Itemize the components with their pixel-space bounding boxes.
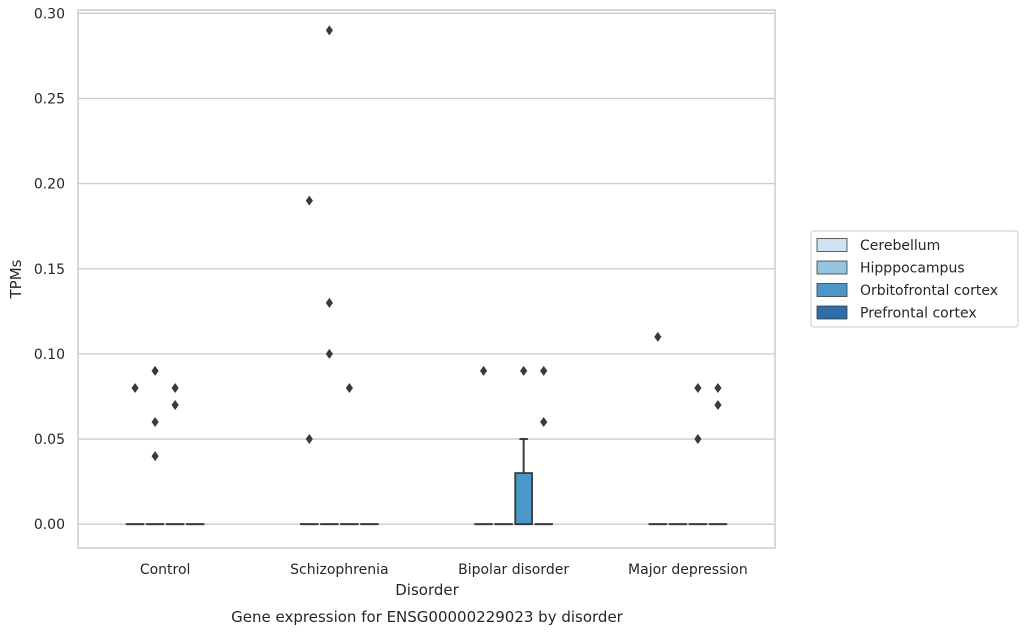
y-tick-label: 0.00 [34,517,65,533]
y-tick-label: 0.05 [34,432,65,448]
outlier-point [694,434,702,445]
outlier-point [151,417,159,428]
y-tick-label: 0.20 [34,177,65,193]
legend-label: Hipppocampus [860,261,965,277]
y-tick-label: 0.25 [34,92,65,108]
legend-frame [810,230,1019,328]
legend: Cerebellum Hipppocampus Orbitofrontal cort… [810,230,1019,328]
legend-swatch [816,305,848,320]
outlier-point [540,365,548,376]
outlier-point [305,434,313,445]
outlier-point [151,365,159,376]
outlier-point [714,399,722,410]
y-axis-ticks: 0.00 0.05 0.10 0.15 0.20 0.25 0.30 [34,6,65,533]
outlier-point [325,297,333,308]
legend-label: Cerebellum [860,238,940,254]
x-tick-label: Bipolar disorder [458,562,569,578]
x-axis-title: Disorder [395,581,459,599]
x-tick-label: Major depression [628,562,748,578]
outlier-point [714,382,722,393]
box-orbitofrontal-cortex [514,438,533,526]
y-tick-label: 0.15 [34,262,65,278]
legend-swatch [816,260,848,275]
outlier-point [131,382,139,393]
plot-frame [77,9,776,549]
legend-label: Prefrontal cortex [860,306,977,322]
outlier-point [171,382,179,393]
outlier-point [171,399,179,410]
chart-title: Gene expression for ENSG00000229023 by d… [231,608,624,626]
legend-swatch [816,283,848,297]
box-body [514,472,533,526]
y-tick-label: 0.10 [34,347,65,363]
outlier-point [325,348,333,359]
outlier-point [479,365,488,376]
outlier-point [151,451,159,462]
x-tick-label: Schizophrenia [290,562,388,578]
y-tick-label: 0.30 [34,6,65,22]
outlier-point [520,365,528,376]
outlier-point [345,382,353,393]
outlier-point [540,417,548,428]
outlier-point [305,195,313,206]
outlier-point [694,382,702,393]
outliers [131,25,722,462]
legend-label: Orbitofrontal cortex [860,283,998,299]
x-axis-ticks: Control Schizophrenia Bipolar disorder Majo… [140,562,748,578]
y-axis-title: TPMs [7,259,25,299]
x-tick-label: Control [140,562,191,578]
outlier-point [654,331,662,342]
boxes [125,438,728,526]
legend-swatch [816,238,848,252]
grid-lines [78,12,775,525]
outlier-point [325,25,333,36]
